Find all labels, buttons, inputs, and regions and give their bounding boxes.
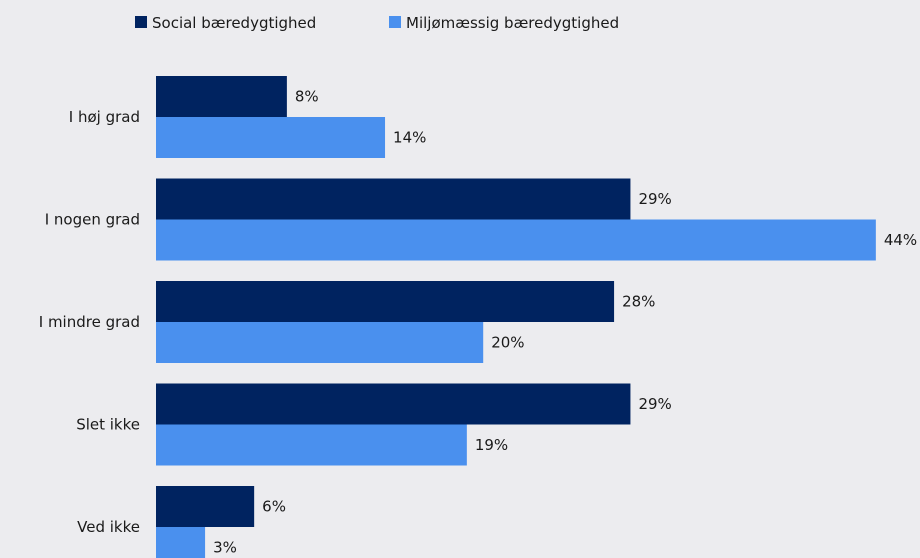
- data-label-miljo-cat-2: 20%: [491, 334, 524, 352]
- category-label-cat-2: I mindre grad: [39, 313, 140, 331]
- data-label-social-cat-0: 8%: [295, 88, 319, 106]
- category-label-cat-0: I høj grad: [69, 108, 140, 126]
- bar-miljo-cat-2: [156, 322, 484, 363]
- legend-swatch-miljo: [389, 16, 401, 28]
- bar-miljo-cat-0: [156, 117, 386, 158]
- bar-social-cat-2: [156, 281, 615, 322]
- category-label-cat-3: Slet ikke: [76, 416, 140, 434]
- bar-social-cat-3: [156, 383, 631, 425]
- data-label-social-cat-4: 6%: [262, 498, 286, 516]
- category-label-cat-1: I nogen grad: [45, 211, 140, 229]
- category-label-cat-4: Ved ikke: [77, 518, 140, 536]
- bar-social-cat-0: [156, 76, 287, 117]
- data-label-miljo-cat-4: 3%: [213, 539, 237, 557]
- legend: Social bæredygtighed Miljømæssig bæredyg…: [135, 14, 619, 32]
- bar-social-cat-4: [156, 486, 255, 527]
- bar-miljo-cat-3: [156, 424, 467, 466]
- bar-miljo-cat-1: [156, 219, 876, 261]
- legend-label-social: Social bæredygtighed: [152, 14, 316, 32]
- data-label-social-cat-3: 29%: [638, 395, 671, 413]
- legend-label-miljo: Miljømæssig bæredygtighed: [406, 14, 619, 32]
- data-label-miljo-cat-0: 14%: [393, 129, 426, 147]
- data-label-miljo-cat-3: 19%: [475, 436, 508, 454]
- legend-swatch-social: [135, 16, 147, 28]
- data-label-social-cat-2: 28%: [622, 293, 655, 311]
- data-label-social-cat-1: 29%: [638, 190, 671, 208]
- bar-social-cat-1: [156, 178, 631, 220]
- bar-miljo-cat-4: [156, 527, 206, 558]
- data-label-miljo-cat-1: 44%: [884, 231, 917, 249]
- plot-area: I høj grad 8% 14% I nogen grad 29% 44% I mindr…: [39, 76, 917, 558]
